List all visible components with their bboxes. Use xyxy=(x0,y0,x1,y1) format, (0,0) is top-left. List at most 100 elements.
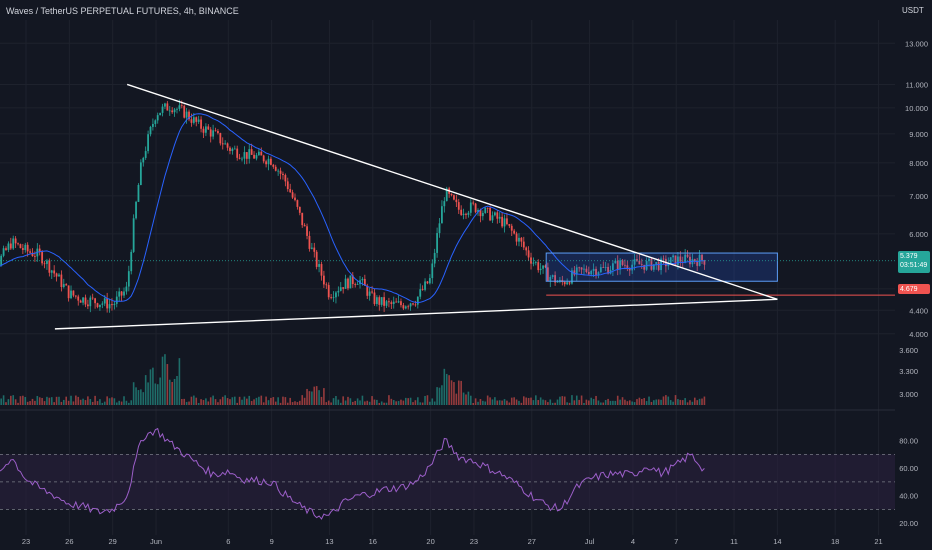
candle-body xyxy=(366,285,369,296)
volume-bar xyxy=(592,398,595,405)
volume-bar xyxy=(588,400,590,405)
candle-body xyxy=(65,284,68,286)
candle xyxy=(41,250,44,266)
price-tick-label: 6.000 xyxy=(909,230,928,239)
volume-bar xyxy=(460,380,462,405)
candle-body xyxy=(152,123,154,127)
volume-bar xyxy=(568,402,571,405)
candle xyxy=(139,159,142,186)
candle-body xyxy=(392,301,395,304)
candle-body xyxy=(542,265,544,269)
candles xyxy=(0,99,706,313)
time-tick-label: 16 xyxy=(369,537,377,546)
volume-bar xyxy=(563,396,566,405)
candle-body xyxy=(221,143,224,145)
volume-bar xyxy=(631,401,633,405)
volume-bar xyxy=(590,397,593,405)
candle-body xyxy=(330,297,333,299)
candle-body xyxy=(130,251,133,272)
candle xyxy=(426,281,429,285)
candle-body xyxy=(684,254,687,263)
volume-bar xyxy=(140,389,142,405)
candle xyxy=(349,275,352,289)
volume-bar xyxy=(693,397,696,405)
candle xyxy=(296,199,299,210)
volume-bar xyxy=(614,400,617,405)
candle xyxy=(484,206,487,214)
volume-bar xyxy=(585,399,588,405)
candle-body xyxy=(474,203,477,213)
time-tick-label: 23 xyxy=(22,537,30,546)
candle xyxy=(539,262,542,275)
candle xyxy=(441,200,443,224)
candle xyxy=(127,265,130,292)
candle-body xyxy=(575,267,578,275)
volume-bar xyxy=(164,354,166,405)
candle-body xyxy=(703,260,706,265)
volume-bar xyxy=(373,399,376,405)
candle-body xyxy=(672,255,675,258)
candle xyxy=(257,148,260,156)
candle-body xyxy=(14,238,17,244)
volume-bar xyxy=(397,401,400,405)
candle-body xyxy=(607,266,609,274)
candle-body xyxy=(489,207,491,221)
volume-bar xyxy=(75,395,77,405)
volume-bar xyxy=(89,398,92,405)
candle-body xyxy=(534,262,537,263)
candle xyxy=(397,295,400,304)
volume-bar xyxy=(450,380,453,405)
candle-body xyxy=(320,264,323,276)
candle xyxy=(84,294,87,308)
candle xyxy=(113,300,116,310)
candle-body xyxy=(395,301,398,303)
volume-bar xyxy=(82,398,84,405)
candle xyxy=(602,261,605,268)
candle xyxy=(197,115,200,124)
volume-bar xyxy=(296,402,299,405)
candle-body xyxy=(633,259,636,265)
volume-bar xyxy=(518,400,520,405)
volume-bar xyxy=(400,399,402,405)
candle xyxy=(53,265,56,278)
volume-bar xyxy=(31,398,34,405)
volume-bar xyxy=(274,401,277,405)
candle-body xyxy=(159,112,162,116)
volume-bar xyxy=(332,398,335,405)
candle xyxy=(445,186,448,202)
volume-bar xyxy=(515,399,518,405)
volume-bar xyxy=(188,401,190,405)
candle-body xyxy=(19,244,22,249)
volume-bar xyxy=(279,402,282,405)
candle xyxy=(402,302,405,311)
volume-bar xyxy=(181,399,183,405)
candle xyxy=(493,211,496,217)
candle-body xyxy=(636,259,638,261)
candle xyxy=(631,259,634,275)
candle-body xyxy=(443,201,446,207)
candle-body xyxy=(544,265,547,268)
volume-bar xyxy=(219,399,222,405)
candle-body xyxy=(84,297,87,305)
candle xyxy=(404,305,407,310)
candle xyxy=(118,287,121,302)
candle xyxy=(409,302,412,311)
candle xyxy=(655,261,658,270)
candle xyxy=(472,200,475,206)
candle xyxy=(347,277,349,291)
candle-body xyxy=(43,263,46,265)
candle xyxy=(147,130,149,154)
volume-bar xyxy=(294,401,296,405)
candle xyxy=(291,189,294,200)
volume-bar xyxy=(299,400,301,405)
candle xyxy=(46,258,48,270)
candle-body xyxy=(674,255,677,265)
volume-bar xyxy=(272,397,275,405)
candle-body xyxy=(568,282,571,284)
candle-body xyxy=(99,304,101,308)
candle xyxy=(82,296,84,306)
candle xyxy=(209,127,212,143)
candle-body xyxy=(546,267,549,282)
